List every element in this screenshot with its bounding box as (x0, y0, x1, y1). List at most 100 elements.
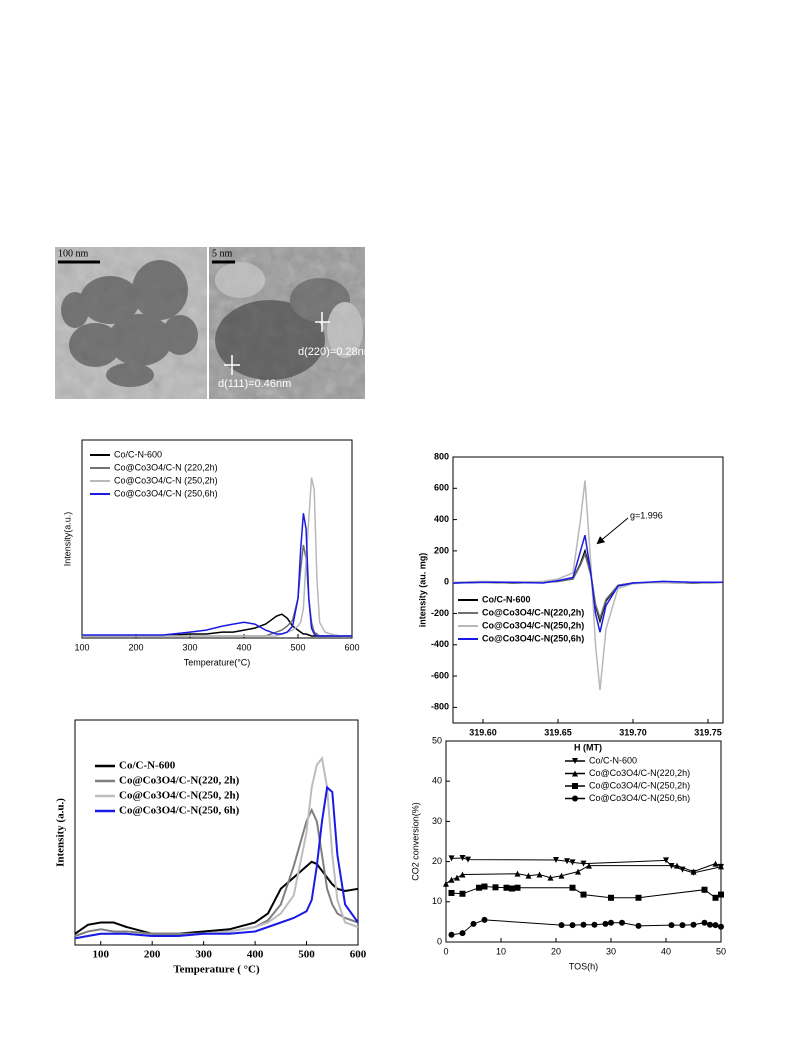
y-tick-label: 40 (432, 776, 442, 786)
data-point (608, 894, 614, 901)
legend-label: Co@Co3O4/C-N(220,2h) (589, 768, 690, 778)
data-point (712, 894, 719, 901)
y-tick-label: -800 (431, 702, 449, 712)
data-point (558, 872, 565, 879)
legend-label: Co@Co3O4/C-N(250,6h) (482, 633, 584, 643)
data-point (690, 868, 697, 875)
y-axis-label: Intensity (a.u.) (55, 798, 67, 867)
data-point (690, 921, 697, 928)
data-point (476, 884, 482, 891)
data-point (602, 920, 609, 927)
x-tick-label: 50 (716, 946, 726, 956)
plot-frame (445, 740, 722, 943)
data-point (470, 920, 477, 927)
plot-frame (74, 719, 359, 946)
y-tick-label: 30 (432, 816, 442, 826)
chart: 100 200 300 400 500 600 Temperature(°C) Intensi… (62, 439, 360, 667)
y-axis-label: intensity (au. mg) (417, 553, 427, 628)
legend-label: Co@Co3O4/C-N (250,2h) (114, 475, 218, 485)
y-tick-label: 20 (432, 856, 442, 866)
x-tick-label: 500 (290, 642, 305, 652)
legend-label: Co@Co3O4/C-N(250,2h) (482, 620, 584, 630)
data-point (514, 884, 521, 891)
data-point (459, 930, 466, 937)
data-point (718, 891, 724, 898)
y-tick-label: -400 (431, 639, 449, 649)
x-tick-label: 100 (74, 642, 89, 652)
data-point (679, 922, 686, 929)
legend-label: Co@Co3O4/C-N(220,2h) (482, 607, 584, 617)
data-point (619, 919, 625, 926)
legend-label: Co@Co3O4/C-N(220, 2h) (119, 775, 240, 787)
y-tick-label: -200 (431, 608, 449, 618)
x-tick-label: 319.75 (694, 727, 722, 737)
legend-label: Co@Co3O4/C-N (250,6h) (114, 488, 218, 498)
x-tick-label: 319.65 (544, 727, 572, 737)
lattice (215, 262, 363, 380)
data-point (668, 922, 675, 929)
data-point (465, 856, 471, 863)
x-tick-label: 319.70 (619, 727, 647, 737)
x-axis-label: Temperature(°C) (184, 657, 251, 667)
data-point (580, 921, 587, 928)
data-point (509, 885, 515, 892)
y-tick-label: 10 (432, 896, 442, 906)
data-point (580, 891, 587, 898)
fringe-markers (224, 312, 330, 375)
data-point (674, 862, 680, 869)
data-point (492, 884, 499, 891)
data-point (635, 894, 642, 901)
y-tick-label: 0 (437, 936, 442, 946)
x-tick-label: 300 (182, 642, 197, 652)
x-axis-label: TOS(h) (569, 961, 598, 971)
series-line (452, 534, 723, 633)
legend-label: Co@Co3O4/C-N (220,2h) (114, 462, 218, 472)
data-point (503, 884, 510, 891)
x-tick-label: 400 (236, 642, 251, 652)
data-point (712, 922, 719, 929)
annotation-arrow (596, 517, 629, 545)
data-point (443, 880, 449, 887)
series-line (82, 477, 352, 637)
chart: 319.60 319.65 319.70 319.75 -800 -600 -400 -200… (417, 451, 724, 752)
y-tick-label: -600 (431, 670, 449, 680)
data-point (707, 921, 713, 928)
y-axis-label: Intensity(a.u.) (62, 512, 72, 567)
y-tick-label: 600 (434, 483, 449, 493)
data-point (569, 859, 576, 866)
data-point (701, 886, 708, 893)
annotation: g=1.996 (630, 510, 663, 520)
data-point (575, 868, 581, 875)
y-axis-label: CO2 conversion(%) (410, 802, 420, 881)
data-point (569, 922, 576, 929)
data-point (547, 874, 554, 881)
data-point (569, 884, 576, 891)
lattice-label: d(220)=0.28nm (298, 346, 373, 358)
tem-image: 100 nm 5 nm d(220)=0.28nm d(111)=0.46nm (55, 247, 373, 399)
legend-label: Co@Co3O4/C-N(250, 2h) (119, 790, 240, 802)
data-point (481, 883, 488, 890)
x-tick-label: 40 (661, 946, 671, 956)
x-tick-label: 100 (92, 949, 109, 961)
y-tick-label: 400 (434, 514, 449, 524)
series-line (74, 807, 359, 937)
legend-label: Co@Co3O4/C-N(250,2h) (589, 780, 690, 790)
x-tick-label: 500 (298, 949, 315, 961)
scale-label: 5 nm (212, 248, 233, 259)
x-tick-label: 200 (144, 949, 161, 961)
data-point (553, 856, 559, 863)
data-point (580, 860, 587, 867)
data-point (635, 922, 642, 929)
data-point (558, 922, 565, 929)
particles (61, 260, 198, 387)
data-point (591, 921, 598, 928)
y-tick-label: 800 (434, 451, 449, 461)
lattice-label: d(111)=0.46nm (218, 378, 291, 390)
data-point (448, 855, 455, 862)
data-point (701, 919, 708, 926)
plot-frame (81, 439, 353, 639)
y-tick-label: 0 (444, 577, 449, 587)
legend-label: Co/C-N-600 (589, 755, 637, 765)
